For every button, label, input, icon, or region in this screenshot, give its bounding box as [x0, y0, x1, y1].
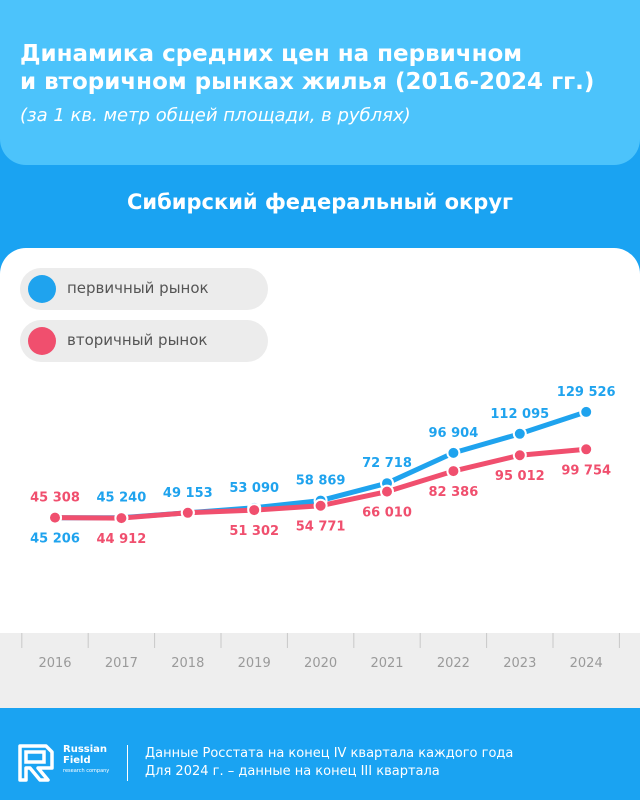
data-label-secondary: 45 308	[30, 491, 80, 506]
data-label-primary: 112 095	[490, 407, 549, 422]
data-label-primary: 49 153	[163, 486, 213, 501]
logo-wordmark: Russian Field	[63, 744, 107, 766]
x-tick-label: 2019	[238, 656, 271, 671]
data-point-primary	[446, 445, 461, 460]
logo-line-2: Field	[63, 755, 91, 766]
x-tick-label: 2022	[437, 656, 470, 671]
data-label-secondary: 95 012	[495, 469, 545, 484]
data-label-primary: 72 718	[362, 456, 412, 471]
x-tick-label: 2016	[38, 656, 71, 671]
legend-marker-primary	[28, 275, 56, 303]
data-label-secondary: 44 912	[97, 532, 147, 547]
x-tick-label: 2020	[304, 656, 337, 671]
x-tick-label: 2017	[105, 656, 138, 671]
legend-item-secondary: вторичный рынок	[20, 320, 268, 362]
data-label-secondary: 66 010	[362, 506, 412, 521]
region-title: Сибирский федеральный округ	[126, 190, 514, 214]
data-label-secondary: 99 754	[561, 463, 611, 478]
footnote-line-1: Данные Росстата на конец IV квартала каж…	[145, 746, 514, 761]
data-point-secondary	[313, 498, 328, 513]
legend-item-primary: первичный рынок	[20, 268, 268, 310]
data-point-secondary	[512, 448, 527, 463]
x-tick-label: 2023	[503, 656, 536, 671]
data-label-secondary: 82 386	[429, 485, 479, 500]
footnote-line-2: Для 2024 г. – данные на конец III кварта…	[145, 764, 440, 779]
legend-label-primary: первичный рынок	[67, 279, 209, 297]
x-tick-label: 2024	[570, 656, 603, 671]
x-axis-band	[0, 633, 640, 708]
data-label-primary: 129 526	[557, 385, 616, 400]
footer	[0, 708, 640, 800]
data-label-primary: 45 240	[97, 491, 147, 506]
data-label-primary: 96 904	[429, 426, 479, 441]
data-point-secondary	[579, 442, 594, 457]
legend-label-secondary: вторичный рынок	[67, 331, 208, 349]
x-tick-label: 2021	[370, 656, 403, 671]
data-label-primary: 53 090	[229, 481, 279, 496]
logo-line-1: Russian	[63, 744, 108, 755]
data-label-primary: 45 206	[30, 532, 80, 547]
header-panel: Динамика средних цен на первичном и втор…	[0, 0, 640, 165]
x-tick-label: 2018	[171, 656, 204, 671]
data-label-secondary: 51 302	[229, 524, 279, 539]
data-label-secondary: 54 771	[296, 520, 346, 535]
line-chart: 45 206 45 240 49 153 53 090 58 869 72 718 96 9…	[0, 385, 640, 708]
title-line-2: и вторичном рынках жилья (2016-2024 гг.)	[20, 69, 595, 95]
data-label-primary: 58 869	[296, 474, 346, 489]
title-line-1: Динамика средних цен на первичном	[20, 41, 523, 67]
data-point-primary	[512, 426, 527, 441]
russian-field-logo-icon	[18, 744, 54, 782]
chart-card: первичный рынок вторичный рынок 45 206 45…	[0, 248, 640, 708]
data-point-secondary	[180, 505, 195, 520]
logo-tagline: research company	[63, 768, 110, 774]
data-point-secondary	[380, 484, 394, 499]
page-subtitle: (за 1 кв. метр общей площади, в рублях)	[20, 105, 411, 126]
data-point-secondary	[48, 510, 62, 525]
data-point-secondary	[446, 464, 461, 479]
footer-divider	[127, 745, 128, 781]
data-point-secondary	[247, 503, 262, 518]
data-point-primary	[579, 404, 594, 419]
page-title: Динамика средних цен на первичном и втор…	[20, 40, 630, 96]
legend-marker-secondary	[28, 327, 56, 355]
footnote: Данные Росстата на конец IV квартала каж…	[145, 745, 513, 781]
data-point-secondary	[114, 511, 129, 526]
